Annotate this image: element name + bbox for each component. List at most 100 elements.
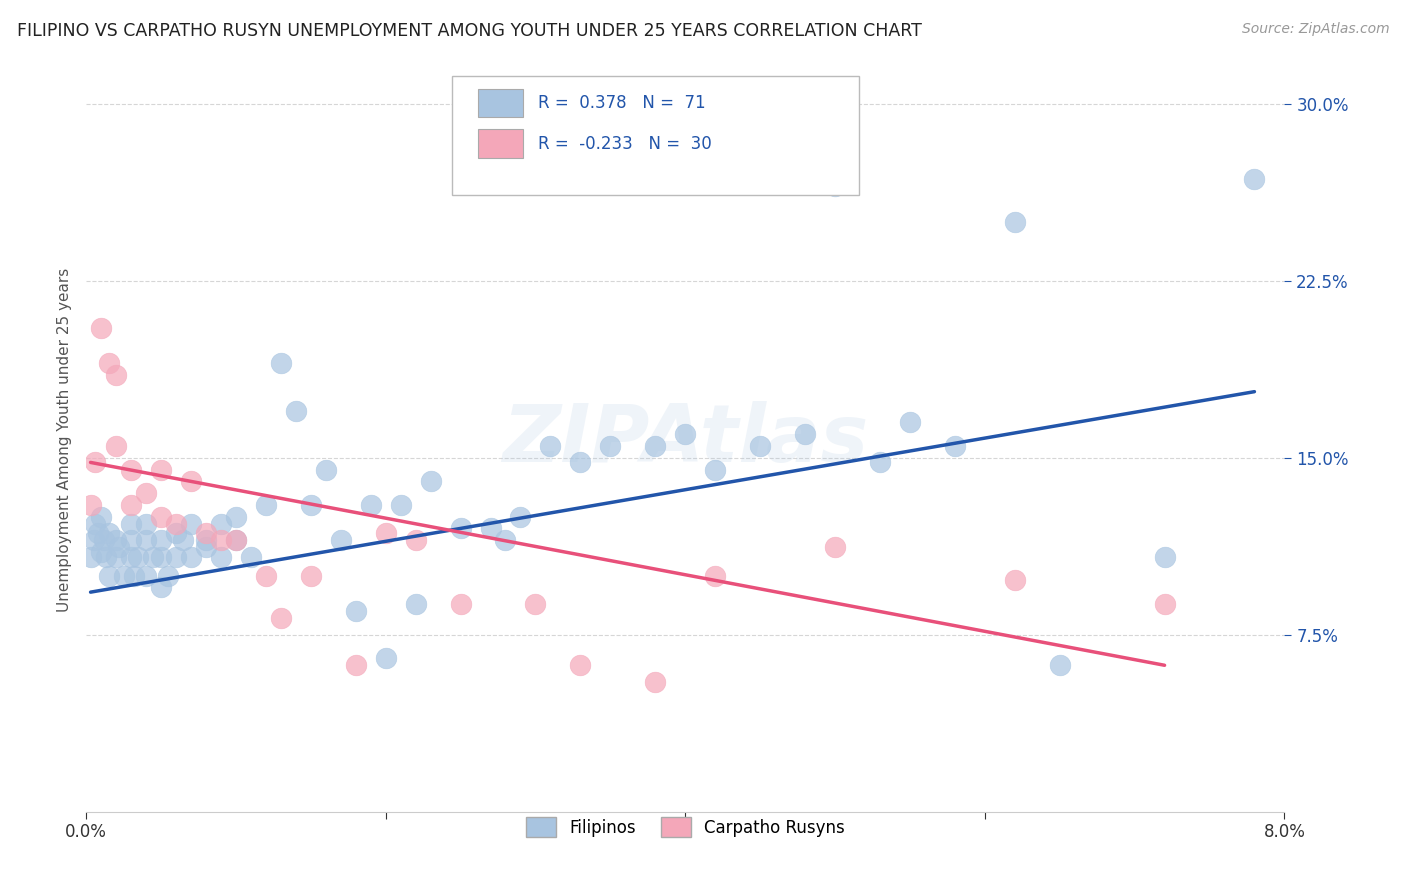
Point [450,521,472,535]
Point [194,533,217,548]
Point [254,568,277,582]
Point [299,568,322,582]
Point [509,509,531,524]
Point [749,439,772,453]
Point [120,533,142,548]
Point [599,439,621,453]
Point [209,533,232,548]
Point [165,549,187,564]
Point [1004,215,1026,229]
Point [209,516,232,531]
Point [794,427,817,442]
Point [1153,597,1175,611]
Point [83,533,105,548]
Point [704,462,727,476]
Point [97,526,120,541]
Point [120,498,142,512]
Point [93,533,115,548]
Point [149,509,172,524]
Point [495,533,517,548]
Point [405,597,427,611]
Point [149,462,172,476]
FancyBboxPatch shape [478,88,523,117]
Point [1243,172,1265,186]
Point [172,533,194,548]
Point [344,658,367,673]
Point [824,179,846,194]
Point [824,541,846,555]
Point [569,455,592,469]
Point [94,549,117,564]
Point [90,509,112,524]
Point [165,526,187,541]
Point [122,568,145,582]
Point [84,516,107,531]
Point [1004,574,1026,588]
FancyBboxPatch shape [451,76,859,194]
Point [299,498,322,512]
Point [135,568,157,582]
Point [360,498,382,512]
Point [135,486,157,500]
Point [112,568,135,582]
Point [943,439,966,453]
Point [79,498,101,512]
Point [180,475,202,489]
Point [165,516,187,531]
Point [194,526,217,541]
Point [135,533,157,548]
Point [1049,658,1071,673]
Point [225,533,247,548]
Point [239,549,262,564]
Point [120,549,142,564]
Point [389,498,412,512]
Legend: Filipinos, Carpatho Rusyns: Filipinos, Carpatho Rusyns [519,810,852,844]
Point [225,533,247,548]
Point [97,568,120,582]
FancyBboxPatch shape [478,129,523,158]
Point [1153,549,1175,564]
Point [180,549,202,564]
Point [225,509,247,524]
Point [105,439,128,453]
Text: Source: ZipAtlas.com: Source: ZipAtlas.com [1241,22,1389,37]
Point [344,604,367,618]
Point [128,549,150,564]
Y-axis label: Unemployment Among Youth under 25 years: Unemployment Among Youth under 25 years [58,268,72,612]
Point [405,533,427,548]
Point [270,356,292,370]
Point [479,521,502,535]
Point [569,658,592,673]
Point [209,549,232,564]
Point [105,533,128,548]
Text: R =  0.378   N =  71: R = 0.378 N = 71 [538,94,706,112]
Point [135,516,157,531]
Point [644,439,666,453]
Point [538,439,561,453]
Point [108,541,131,555]
Point [149,533,172,548]
Point [644,674,666,689]
Point [120,516,142,531]
Point [315,462,337,476]
Point [254,498,277,512]
Point [704,568,727,582]
Point [270,611,292,625]
Point [374,526,396,541]
Point [120,462,142,476]
Point [524,597,547,611]
Point [898,415,921,429]
Point [450,597,472,611]
Point [194,541,217,555]
Point [673,427,696,442]
Point [90,321,112,335]
Point [142,549,165,564]
Point [284,403,307,417]
Point [157,568,180,582]
Point [87,526,110,541]
Point [90,545,112,559]
Point [105,368,128,383]
Point [419,475,441,489]
Point [79,549,101,564]
Point [180,516,202,531]
